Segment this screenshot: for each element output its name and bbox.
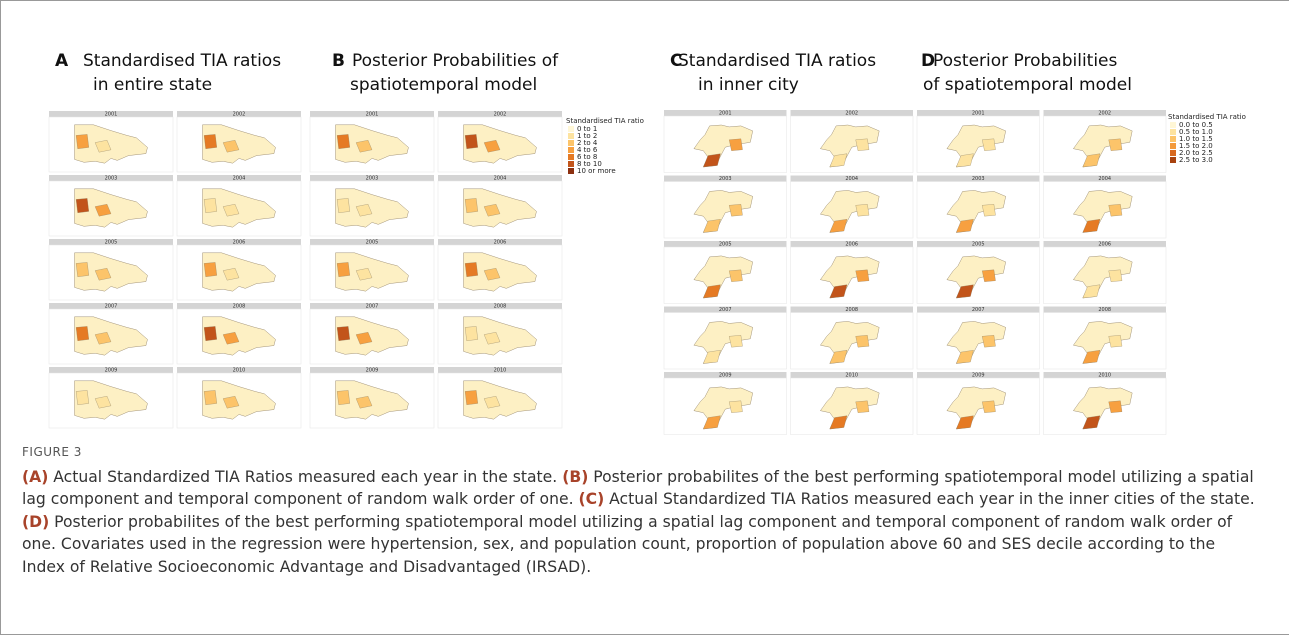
panel-letter: A	[55, 51, 69, 71]
map-region	[982, 204, 995, 216]
map-region	[76, 326, 89, 340]
caption-sentence: Actual Standardized TIA Ratios measured …	[48, 468, 562, 486]
map-region	[204, 390, 217, 404]
map-region	[1109, 139, 1122, 151]
legend-swatch	[568, 140, 574, 146]
map-region	[465, 198, 478, 212]
legend-swatch	[568, 133, 574, 139]
legend-swatch	[568, 147, 574, 153]
legend-swatch	[568, 168, 574, 174]
legend-swatch	[568, 126, 574, 132]
map-region	[1109, 335, 1122, 347]
map-region	[729, 139, 742, 151]
panel-title: Posterior Probabilities	[933, 51, 1118, 71]
map-region	[204, 326, 217, 340]
map-region	[337, 262, 350, 276]
panel-title: of spatiotemporal model	[923, 75, 1132, 95]
legend-swatch	[1170, 143, 1176, 149]
map-region	[856, 204, 869, 216]
map-region	[337, 198, 350, 212]
legend-swatch	[1170, 136, 1176, 142]
legend-title: Standardised TIA ratio	[566, 117, 644, 125]
map-region	[982, 270, 995, 282]
legend-swatch	[568, 161, 574, 167]
legend-swatch	[1170, 129, 1176, 135]
map-region	[465, 326, 478, 340]
panel-title: Posterior Probabilities of	[352, 51, 559, 71]
map-region	[982, 139, 995, 151]
map-region	[465, 134, 478, 148]
legend-label: 2.5 to 3.0	[1179, 156, 1213, 164]
map-region	[1109, 204, 1122, 216]
map-region	[204, 198, 217, 212]
caption-tag: (A)	[22, 468, 48, 486]
map-region	[465, 262, 478, 276]
map-region	[729, 401, 742, 413]
legend-swatch	[1170, 150, 1176, 156]
legend-title: Standardised TIA ratio	[1168, 113, 1246, 121]
caption-tag: (B)	[562, 468, 588, 486]
legend-swatch	[1170, 122, 1176, 128]
caption-sentence: Posterior probabilites of the best perfo…	[22, 513, 1232, 576]
map-region	[76, 198, 89, 212]
panel-title: spatiotemporal model	[350, 75, 537, 95]
panel-letter: B	[332, 51, 345, 71]
map-region	[76, 134, 89, 148]
map-region	[76, 262, 89, 276]
caption-text: (A) Actual Standardized TIA Ratios measu…	[22, 466, 1262, 579]
figure: A Standardised TIA ratios in entire state 2…	[0, 0, 1290, 440]
legend-swatch	[568, 154, 574, 160]
map-region	[729, 335, 742, 347]
caption-label: FIGURE 3	[22, 441, 1262, 464]
caption: FIGURE 3 (A) Actual Standardized TIA Rat…	[22, 441, 1262, 578]
caption-tag: (D)	[22, 513, 49, 531]
caption-sentence: Actual Standardized TIA Ratios measured …	[604, 490, 1255, 508]
map-region	[856, 139, 869, 151]
legend-swatch	[1170, 157, 1176, 163]
legend-label: 10 or more	[577, 167, 616, 175]
map-region	[982, 335, 995, 347]
map-region	[337, 326, 350, 340]
map-region	[856, 401, 869, 413]
map-region	[1109, 401, 1122, 413]
panel-title: Standardised TIA ratios	[678, 51, 876, 71]
map-region	[729, 270, 742, 282]
map-region	[856, 270, 869, 282]
map-region	[76, 390, 89, 404]
panel-title: in inner city	[698, 75, 799, 95]
map-region	[729, 204, 742, 216]
map-region	[982, 401, 995, 413]
panel-title: in entire state	[93, 75, 212, 95]
map-region	[337, 134, 350, 148]
map-region	[204, 262, 217, 276]
map-region	[204, 134, 217, 148]
map-region	[465, 390, 478, 404]
map-region	[856, 335, 869, 347]
panel-title: Standardised TIA ratios	[83, 51, 281, 71]
map-region	[1109, 270, 1122, 282]
caption-tag: (C)	[579, 490, 605, 508]
map-region	[337, 390, 350, 404]
